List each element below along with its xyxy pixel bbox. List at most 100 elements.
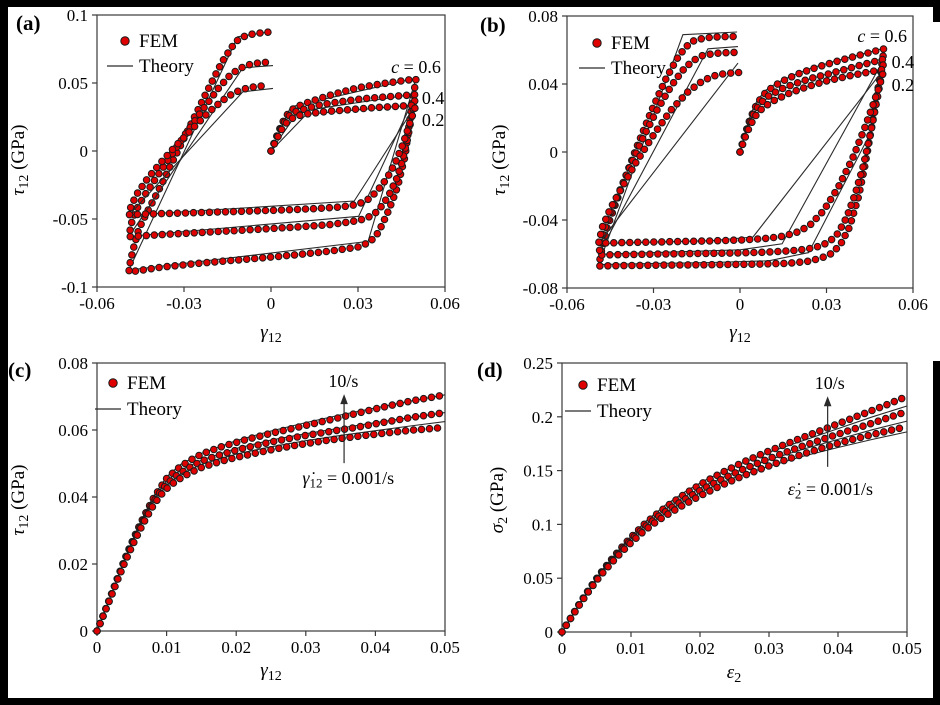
- fem-dot: [371, 208, 380, 217]
- legend-fem-label: FEM: [139, 31, 178, 52]
- fem-dot: [746, 462, 754, 471]
- fem-dot: [306, 439, 315, 447]
- fem-dot: [714, 49, 722, 58]
- fem-dot: [622, 250, 630, 259]
- fem-dot: [373, 229, 382, 238]
- fem-dot: [864, 431, 873, 440]
- fem-dot: [195, 110, 204, 118]
- fem-dot: [334, 414, 342, 422]
- fem-dot: [635, 142, 644, 150]
- fem-dot: [662, 112, 671, 120]
- fem-dot: [761, 456, 769, 465]
- fem-dot: [626, 539, 634, 548]
- fem-dot: [866, 108, 875, 117]
- fem-dot: [364, 195, 372, 204]
- fem-dot: [214, 84, 223, 93]
- fem-dot: [658, 118, 666, 127]
- fem-dot: [735, 473, 743, 482]
- fem-dot: [665, 68, 674, 76]
- fem-dot: [871, 47, 880, 55]
- fem-dot: [314, 248, 323, 257]
- fem-dot: [261, 206, 270, 215]
- fem-dot: [254, 225, 262, 234]
- fem-dot: [226, 91, 235, 99]
- fem-dot: [231, 67, 239, 76]
- fem-dot: [205, 208, 214, 217]
- fem-dot: [874, 85, 883, 94]
- fem-dot: [332, 426, 341, 435]
- fem-dot: [671, 506, 679, 514]
- panel-b: -0.06 -0.03 0 0.03 0.06 0.08 0.04 0 -0.04 -0.08 γ1…: [480, 7, 928, 346]
- fem-dot: [689, 237, 698, 246]
- fem-dot: [326, 220, 334, 229]
- fem-dot: [737, 236, 746, 244]
- fem-dot: [277, 125, 286, 134]
- fem-dot: [380, 418, 388, 427]
- fem-dot: [658, 82, 667, 91]
- fem-dot: [274, 252, 283, 261]
- fem-dot: [727, 464, 736, 472]
- fem-dot: [339, 97, 347, 106]
- fem-dot: [609, 557, 618, 565]
- fem-dot: [205, 97, 213, 106]
- fem-dot: [876, 78, 885, 86]
- fem-dot: [182, 229, 190, 238]
- fem-dot: [375, 184, 384, 192]
- fem-dot: [618, 238, 626, 247]
- fem-dot: [248, 434, 256, 442]
- fem-dot: [322, 247, 331, 256]
- fem-dot: [386, 189, 394, 198]
- fem-dot: [678, 249, 686, 258]
- fem-dot: [636, 261, 644, 270]
- theory-line: [96, 412, 446, 632]
- fem-dot: [230, 226, 238, 235]
- fem-dot: [410, 90, 419, 99]
- fem-dot: [202, 111, 210, 119]
- fem-dot: [815, 79, 823, 87]
- fem-dot: [895, 424, 904, 433]
- fem-dot: [206, 228, 214, 236]
- fem-dot: [392, 175, 401, 183]
- fem-dot: [718, 70, 727, 78]
- fem-dot: [684, 261, 692, 269]
- fem-dot: [361, 240, 370, 248]
- fem-dot: [150, 231, 159, 239]
- fem-dot: [282, 251, 291, 260]
- rate-arrow-head: [823, 396, 832, 407]
- fem-dot: [711, 71, 719, 80]
- fem-dot: [890, 397, 899, 406]
- border-left: [0, 0, 8, 705]
- fem-dot: [141, 210, 150, 218]
- fem-dot: [435, 409, 444, 418]
- fem-dot: [213, 208, 222, 216]
- border-right-bottom: [933, 361, 940, 705]
- fem-dot: [306, 249, 315, 257]
- fem-dot: [620, 179, 628, 188]
- fem-dot: [171, 262, 179, 270]
- fem-dot: [852, 186, 861, 194]
- fem-dot: [764, 447, 772, 456]
- fem-dot: [749, 454, 757, 462]
- fem-dot: [729, 32, 737, 41]
- fem-dot: [319, 108, 328, 116]
- fem-dot: [365, 213, 373, 221]
- fem-dot: [831, 188, 839, 197]
- fem-dot: [142, 231, 151, 240]
- fem-dot: [240, 436, 249, 444]
- fem-dot: [683, 42, 692, 50]
- fem-dot: [341, 202, 350, 211]
- fem-dot: [853, 412, 861, 421]
- fem-dot: [261, 58, 270, 67]
- fem-dot: [370, 94, 379, 102]
- fem-dot: [841, 216, 850, 224]
- fem-dot: [718, 249, 726, 257]
- fem-dot: [204, 84, 213, 92]
- fem-dot: [378, 93, 387, 101]
- fem-dot: [817, 208, 826, 217]
- fem-dot: [722, 48, 730, 57]
- fem-dot: [419, 394, 428, 403]
- fem-dot: [716, 260, 724, 269]
- fem-dot: [780, 259, 788, 268]
- fem-dot: [668, 261, 676, 269]
- fem-dot: [325, 203, 334, 212]
